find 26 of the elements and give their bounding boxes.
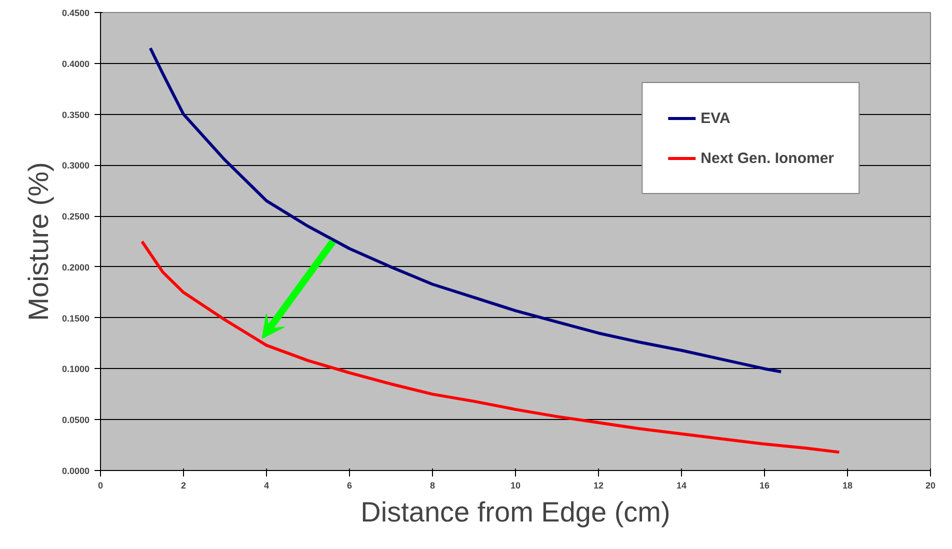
x-tick-label: 10 xyxy=(510,480,521,490)
x-tick-label: 14 xyxy=(676,480,687,490)
x-tick-label: 2 xyxy=(180,480,186,490)
x-tick-label: 18 xyxy=(842,480,853,490)
x-tick-label: 20 xyxy=(925,480,936,490)
x-tick-label: 12 xyxy=(593,480,604,490)
x-tick-label: 8 xyxy=(430,480,436,490)
y-tick-label: 0.0500 xyxy=(62,415,90,426)
y-tick-label: 0.4500 xyxy=(62,8,90,18)
legend-label: EVA xyxy=(700,110,730,126)
x-axis-title: Distance from Edge (cm) xyxy=(360,496,670,528)
y-tick-label: 0.4000 xyxy=(62,58,90,69)
x-tick-label: 0 xyxy=(98,480,104,490)
y-tick-label: 0.3000 xyxy=(62,160,90,171)
y-tick-label: 0.2500 xyxy=(62,212,90,222)
legend-label: Next Gen. Ionomer xyxy=(700,150,834,166)
x-tick-label: 16 xyxy=(759,480,770,490)
x-tick-label: 6 xyxy=(346,480,352,490)
y-tick-label: 0.3500 xyxy=(62,110,90,120)
y-tick-label: 0.1500 xyxy=(62,313,90,324)
y-tick-label: 0.0000 xyxy=(62,466,90,476)
y-axis-title: Moisture (%) xyxy=(22,162,54,321)
x-tick-label: 4 xyxy=(264,480,270,490)
line-series xyxy=(140,240,841,454)
y-tick-label: 0.1000 xyxy=(62,364,90,374)
y-tick-label: 0.2000 xyxy=(62,262,90,272)
